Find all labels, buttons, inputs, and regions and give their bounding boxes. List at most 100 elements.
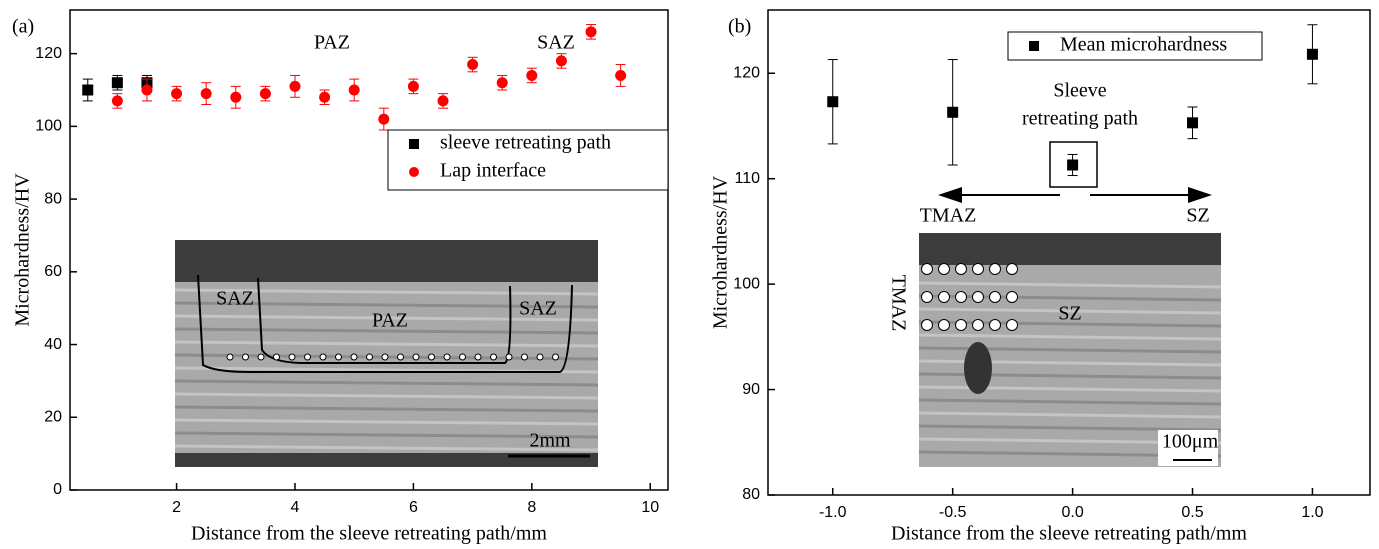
inset-texture	[918, 307, 1222, 315]
inset-texture	[174, 327, 599, 335]
measure-dot	[412, 353, 420, 361]
data-point	[348, 84, 360, 96]
measure-dot	[938, 263, 950, 275]
data-point	[289, 80, 301, 92]
inset-label: SAZ	[216, 288, 254, 310]
measure-dot	[989, 263, 1001, 275]
measure-dot	[921, 319, 933, 331]
data-point	[555, 55, 567, 67]
legend-label: Mean microhardness	[1060, 34, 1227, 56]
x-tick-label: -1.0	[819, 504, 847, 521]
measure-dot	[381, 353, 389, 361]
legend-box	[1007, 31, 1263, 61]
annotation: TMAZ	[920, 205, 977, 227]
y-tick-label: 100	[733, 275, 760, 292]
x-tick-label: 0.5	[1181, 504, 1203, 521]
measure-dot	[972, 291, 984, 303]
inset-texture	[174, 418, 599, 426]
data-point	[111, 77, 123, 89]
x-tick-label: 0.0	[1061, 504, 1083, 521]
data-point	[407, 80, 419, 92]
data-point	[141, 84, 153, 96]
inset-dark-band	[919, 233, 1221, 265]
measure-dot	[257, 353, 265, 361]
data-point	[230, 91, 242, 103]
inset-texture	[174, 431, 599, 439]
data-point	[437, 95, 449, 107]
data-point	[1187, 117, 1199, 129]
measure-dot	[443, 353, 451, 361]
measure-dot	[350, 353, 358, 361]
x-tick-label: 8	[527, 499, 536, 516]
inset-label: SZ	[1058, 303, 1081, 325]
x-tick-label: -0.5	[939, 504, 967, 521]
arrow-head	[938, 187, 962, 203]
y-tick-label: 60	[44, 263, 62, 280]
measure-dot	[505, 353, 513, 361]
measure-dot	[536, 353, 544, 361]
inset-texture	[174, 301, 599, 309]
inset-dark-band	[175, 240, 598, 282]
measure-dot	[1006, 319, 1018, 331]
measure-dot	[989, 291, 1001, 303]
measure-dot	[304, 353, 311, 361]
x-tick-label: 10	[641, 499, 659, 516]
inset-texture	[918, 411, 1222, 419]
point-box	[1049, 141, 1098, 188]
inset-label: PAZ	[372, 310, 408, 332]
measure-dot	[1006, 291, 1018, 303]
arrow-head	[1188, 187, 1212, 203]
y-tick-label: 110	[734, 170, 760, 187]
measure-dot	[226, 353, 234, 361]
data-point	[259, 88, 271, 100]
measure-dot	[459, 353, 466, 361]
inset-texture	[174, 444, 599, 452]
data-point	[947, 106, 959, 118]
measure-dot	[552, 353, 559, 361]
x-tick-label: 1.0	[1301, 504, 1323, 521]
legend-label: sleeve retreating path	[440, 132, 611, 154]
data-point	[827, 96, 839, 108]
inset-texture	[174, 379, 599, 387]
legend-marker	[1029, 41, 1039, 51]
inset-texture	[918, 333, 1222, 341]
measure-dot	[938, 291, 950, 303]
measure-dot	[921, 263, 933, 275]
y-tick-label: 80	[44, 190, 62, 207]
y-tick-label: 90	[742, 381, 760, 398]
x-tick-label: 4	[291, 499, 300, 516]
annotation: retreating path	[1022, 108, 1138, 130]
inset-label: 2mm	[529, 430, 571, 452]
measure-dot	[319, 353, 327, 361]
inset-texture	[174, 392, 599, 400]
data-point	[82, 84, 94, 96]
measure-dot	[989, 319, 1001, 331]
annotation: SZ	[1186, 205, 1209, 227]
y-tick-label: 120	[733, 64, 760, 81]
y-tick-label: 100	[35, 118, 62, 135]
x-tick-label: 2	[172, 499, 181, 516]
measure-dot	[521, 353, 528, 361]
measure-dot	[335, 353, 342, 361]
inset-label: SAZ	[519, 298, 557, 320]
inset-void	[964, 342, 992, 394]
y-tick-label: 0	[53, 481, 62, 498]
panel-label: (b)	[728, 16, 751, 38]
inset-texture	[174, 314, 599, 322]
measure-dot	[273, 353, 280, 361]
measure-dot	[490, 353, 497, 361]
measure-dot	[955, 263, 967, 275]
y-tick-label: 80	[742, 486, 760, 503]
inset-texture	[918, 320, 1222, 328]
legend-marker	[409, 139, 419, 149]
panel-label: (a)	[12, 16, 34, 38]
measure-dot	[428, 353, 435, 361]
plot-frame	[767, 9, 1371, 496]
measure-dot	[474, 353, 482, 361]
y-axis-title: Microhardness/HV	[12, 173, 34, 327]
measure-dot	[955, 291, 967, 303]
data-point	[200, 88, 212, 100]
measure-dot	[242, 353, 249, 361]
y-tick-label: 20	[44, 408, 62, 425]
